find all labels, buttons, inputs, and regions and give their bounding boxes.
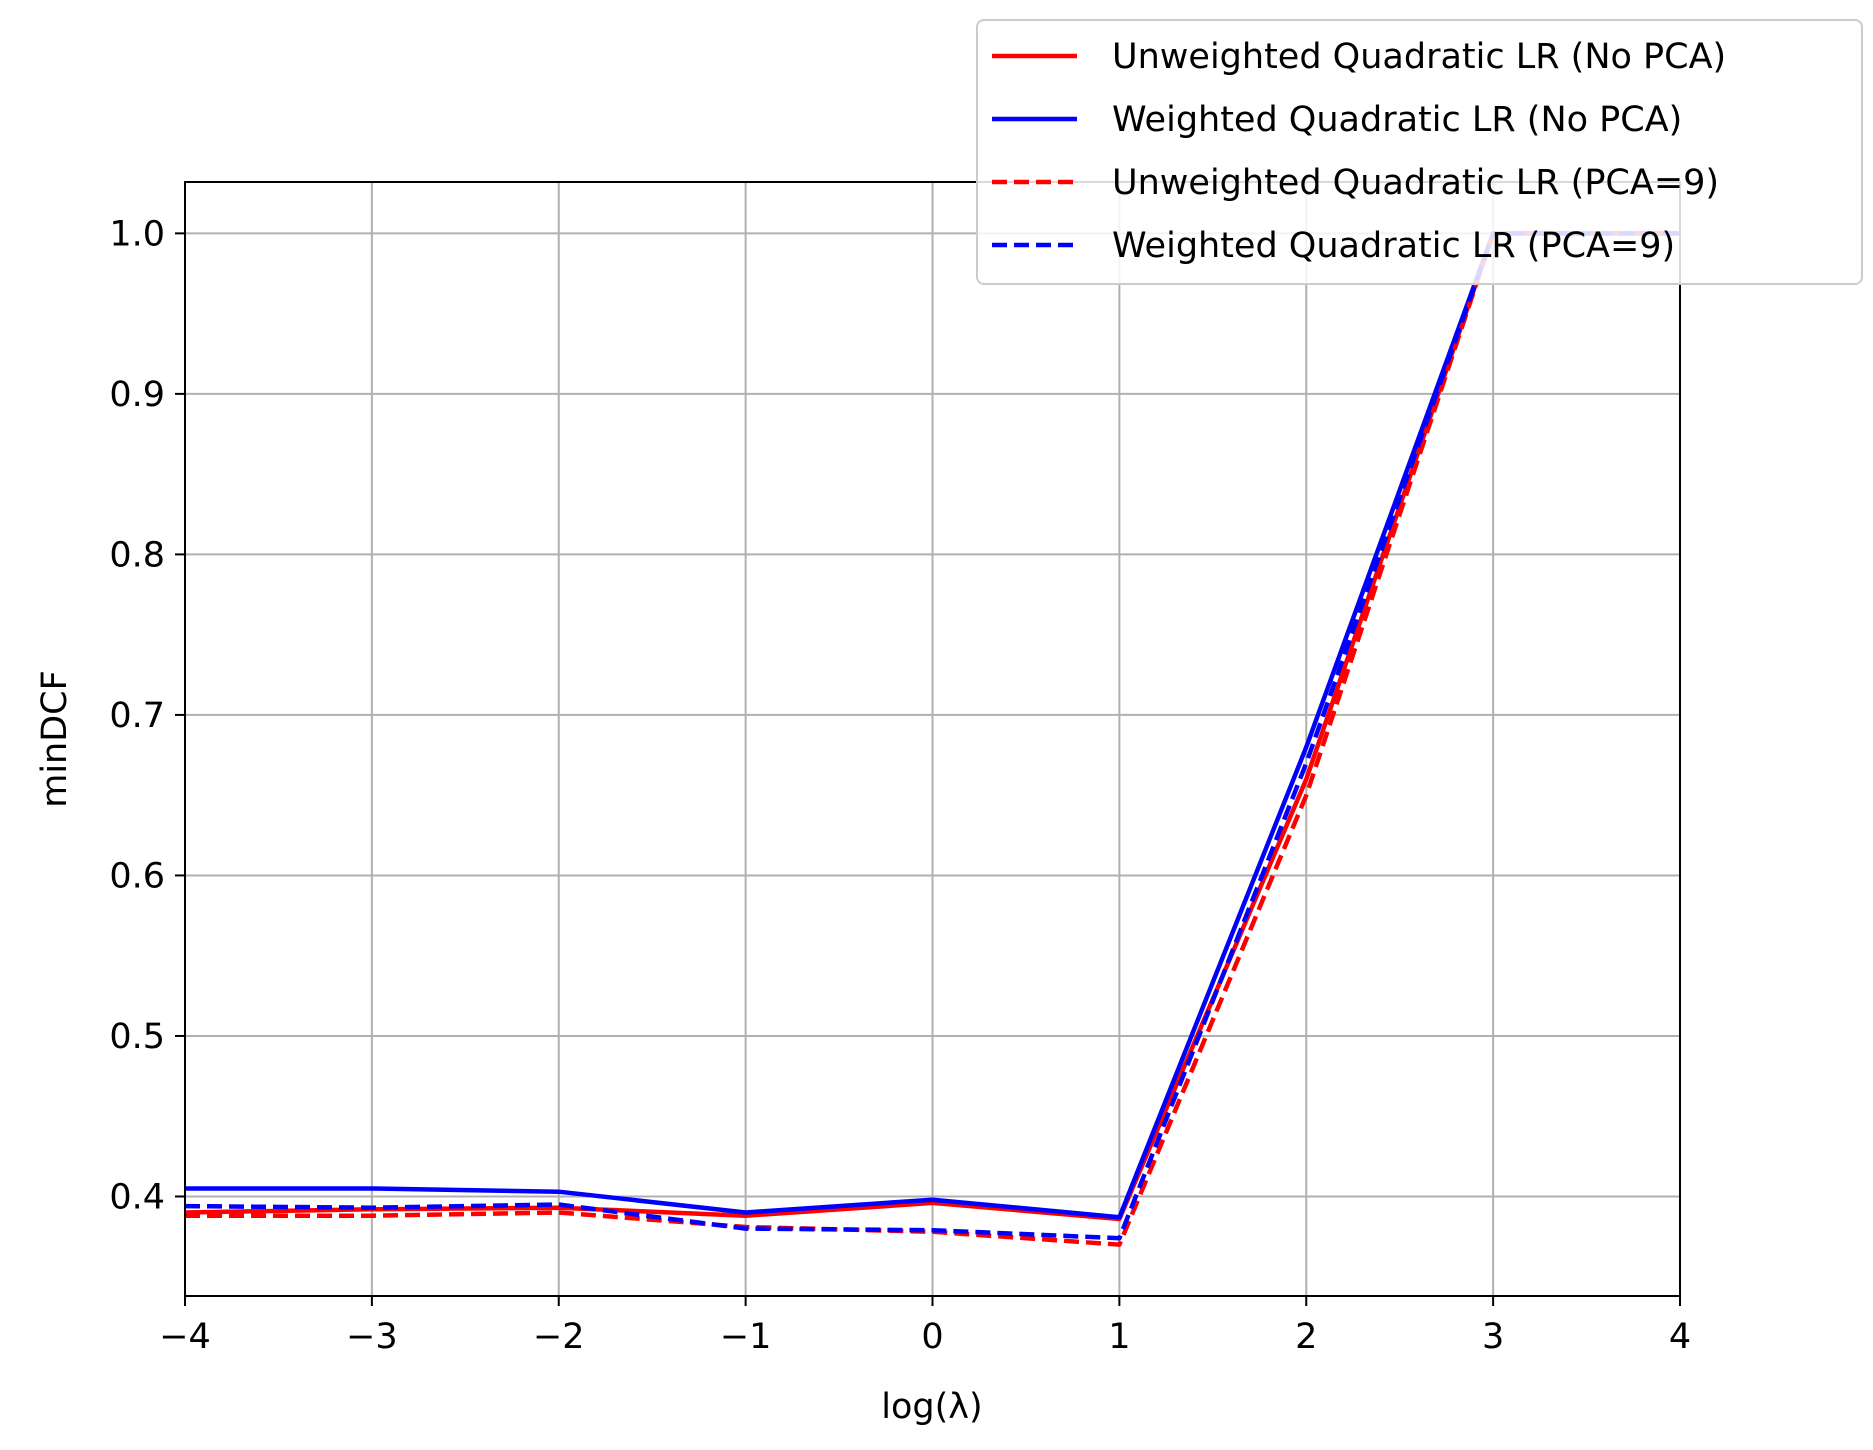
y-axis-ticks: 0.4 0.5 0.6 0.7 0.8 0.9 1.0 <box>109 214 185 1217</box>
x-tick-label: 1 <box>1108 1317 1130 1357</box>
x-tick-label: −2 <box>533 1317 585 1357</box>
y-tick-label: 0.7 <box>109 696 165 736</box>
y-axis-label: minDCF <box>35 670 75 808</box>
x-axis-ticks: −4 −3 −2 −1 0 1 2 3 4 <box>159 1296 1691 1357</box>
y-tick-label: 0.8 <box>109 535 165 575</box>
y-tick-label: 1.0 <box>109 214 165 254</box>
x-tick-label: 0 <box>921 1317 943 1357</box>
series-lines <box>184 231 1680 1247</box>
legend-label: Weighted Quadratic LR (No PCA) <box>1112 100 1682 140</box>
x-tick-label: 4 <box>1669 1317 1691 1357</box>
legend-label: Unweighted Quadratic LR (PCA=9) <box>1112 163 1719 203</box>
series-line <box>184 231 1680 1241</box>
y-tick-label: 0.6 <box>109 856 165 896</box>
x-tick-label: 3 <box>1482 1317 1504 1357</box>
y-tick-label: 0.4 <box>109 1177 165 1217</box>
y-tick-label: 0.5 <box>109 1017 165 1057</box>
legend-label: Weighted Quadratic LR (PCA=9) <box>1112 226 1675 266</box>
legend-label: Unweighted Quadratic LR (No PCA) <box>1112 37 1726 77</box>
legend: Unweighted Quadratic LR (No PCA) Weighted… <box>976 19 1863 285</box>
x-tick-label: −1 <box>720 1317 772 1357</box>
x-tick-label: −4 <box>159 1317 211 1357</box>
x-tick-label: 2 <box>1295 1317 1317 1357</box>
x-tick-label: −3 <box>346 1317 398 1357</box>
y-tick-label: 0.9 <box>109 375 165 415</box>
x-axis-label: log(λ) <box>881 1387 982 1427</box>
legend-box <box>976 19 1863 285</box>
